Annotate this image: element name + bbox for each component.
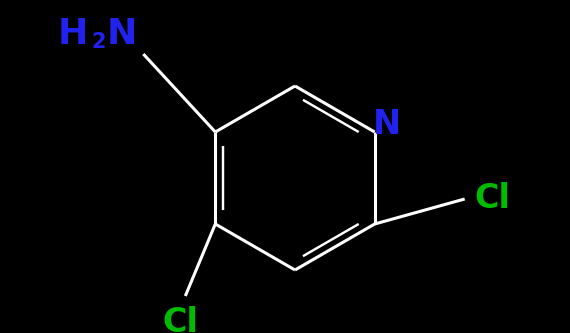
Text: Cl: Cl — [475, 182, 511, 215]
Text: H: H — [58, 17, 88, 51]
Text: Cl: Cl — [162, 305, 198, 333]
Text: 2: 2 — [91, 32, 106, 52]
Text: N: N — [373, 108, 401, 141]
Text: N: N — [107, 17, 137, 51]
